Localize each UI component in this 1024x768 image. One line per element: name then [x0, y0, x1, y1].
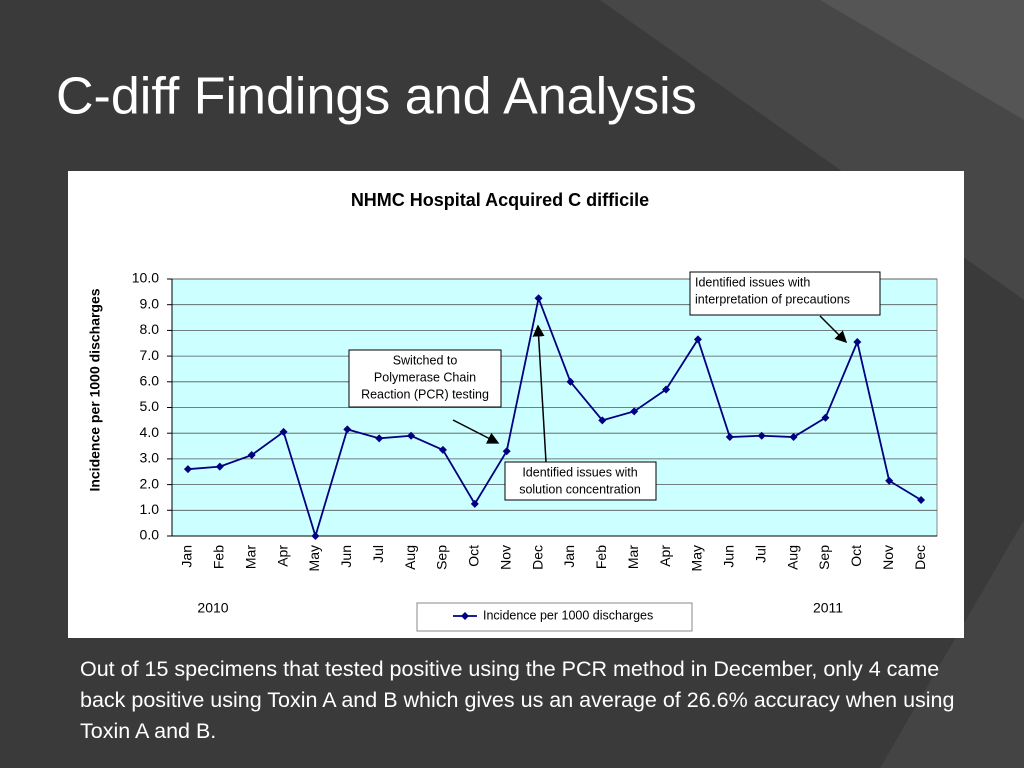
- marker: [789, 433, 798, 442]
- x-tick-label: Oct: [466, 545, 482, 567]
- marker: [662, 385, 671, 394]
- marker: [885, 476, 894, 485]
- annotation-text: Identified issues with: [522, 465, 637, 479]
- y-tick-label: 8.0: [140, 321, 160, 337]
- x-tick-label: Feb: [593, 545, 609, 569]
- slide-title: C-diff Findings and Analysis: [56, 68, 697, 126]
- arrow: [532, 324, 547, 463]
- annotation-box: [689, 271, 881, 316]
- y-tick-label: 6.0: [140, 373, 160, 389]
- y-tick-label: 0.0: [140, 527, 160, 543]
- marker: [821, 413, 830, 422]
- marker: [630, 407, 639, 416]
- y-tick-label: 3.0: [140, 450, 160, 466]
- y-axis-label: Incidence per 1000 discharges: [87, 288, 103, 491]
- marker: [725, 433, 734, 442]
- bg-shape: [880, 520, 1024, 768]
- marker: [598, 416, 607, 425]
- marker: [502, 447, 511, 456]
- y-tick-label: 4.0: [140, 424, 160, 440]
- x-tick-label: Mar: [625, 545, 641, 569]
- series-line: [187, 295, 922, 540]
- bg-shape: [820, 0, 1024, 120]
- x-tick-label: Sep: [816, 545, 832, 570]
- marker: [375, 434, 384, 443]
- annotation-text: solution concentration: [519, 482, 641, 496]
- annotation-text: Switched to: [393, 353, 458, 367]
- annotation-text: Identified issues with: [695, 275, 810, 289]
- x-tick-label: May: [306, 545, 322, 571]
- annotation-text: Reaction (PCR) testing: [361, 387, 489, 401]
- x-tick-label: Jan: [561, 545, 577, 568]
- y-tick-label: 5.0: [140, 398, 160, 414]
- marker: [534, 294, 543, 303]
- x-tick-label: Feb: [211, 545, 227, 569]
- marker: [247, 451, 256, 460]
- x-tick-label: Jul: [370, 545, 386, 563]
- year-label: 2010: [197, 600, 228, 616]
- x-tick-label: Jan: [179, 545, 195, 568]
- y-tick-label: 9.0: [140, 295, 160, 311]
- x-tick-label: Jul: [752, 545, 768, 563]
- x-tick-label: May: [689, 545, 705, 571]
- annotation-box: [348, 349, 502, 408]
- x-tick-label: Aug: [402, 545, 418, 570]
- x-tick-label: Nov: [880, 545, 896, 570]
- year-label: 2011: [813, 600, 843, 616]
- y-tick-label: 7.0: [140, 347, 160, 363]
- legend-marker: [461, 612, 469, 620]
- x-tick-label: Jun: [721, 545, 737, 568]
- marker: [566, 377, 575, 386]
- x-tick-label: Aug: [784, 545, 800, 570]
- annotation-text: interpretation of precautions: [695, 292, 850, 306]
- arrow: [452, 419, 500, 444]
- marker: [693, 335, 702, 344]
- marker: [757, 431, 766, 440]
- x-tick-label: Apr: [274, 545, 290, 567]
- x-tick-label: Dec: [912, 545, 928, 570]
- body-text: Out of 15 specimens that tested positive…: [80, 657, 955, 743]
- y-tick-label: 2.0: [140, 475, 160, 491]
- legend-label: Incidence per 1000 discharges: [483, 608, 653, 622]
- marker: [407, 431, 416, 440]
- x-tick-label: Apr: [657, 545, 673, 567]
- y-tick-label: 10.0: [132, 270, 159, 286]
- annotation-text: Polymerase Chain: [374, 370, 476, 384]
- marker: [215, 462, 224, 471]
- y-tick-label: 1.0: [140, 501, 160, 517]
- x-tick-label: Dec: [529, 545, 545, 570]
- marker: [917, 496, 926, 505]
- marker: [470, 499, 479, 508]
- marker: [438, 445, 447, 454]
- chart-title: NHMC Hospital Acquired C difficile: [351, 190, 649, 210]
- x-tick-label: Nov: [497, 545, 513, 570]
- annotation-box: [504, 461, 657, 501]
- x-tick-label: Oct: [848, 545, 864, 567]
- arrow: [819, 315, 848, 344]
- x-tick-label: Sep: [434, 545, 450, 570]
- marker: [311, 532, 320, 540]
- marker: [183, 465, 192, 474]
- x-tick-label: Jun: [338, 545, 354, 568]
- marker: [279, 427, 288, 436]
- x-tick-label: Mar: [242, 545, 258, 569]
- marker: [343, 425, 352, 434]
- marker: [853, 337, 862, 346]
